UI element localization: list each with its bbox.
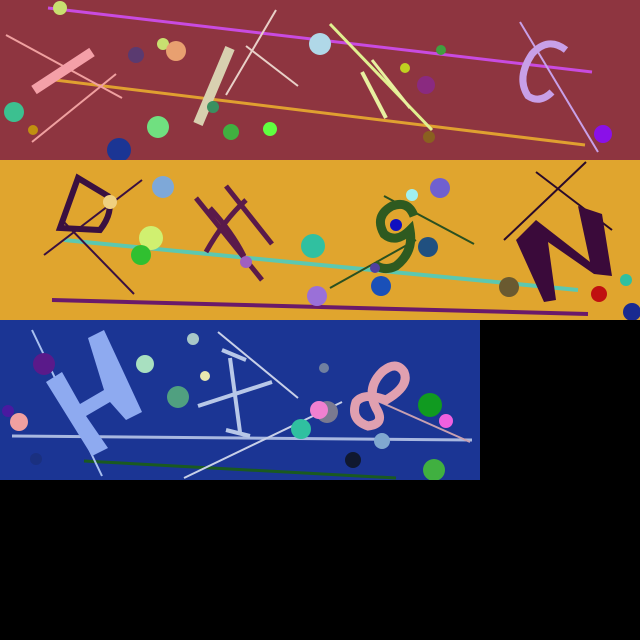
noise-line xyxy=(51,298,589,316)
noise-dot xyxy=(594,125,612,143)
noise-dot xyxy=(136,355,154,373)
noise-dot xyxy=(240,256,252,268)
noise-dot xyxy=(157,38,169,50)
noise-dot xyxy=(291,419,311,439)
noise-line xyxy=(54,78,586,147)
glyph-stroke xyxy=(193,46,235,126)
noise-line xyxy=(328,22,434,132)
noise-dot xyxy=(147,116,169,138)
noise-dot xyxy=(107,138,131,160)
noise-line xyxy=(217,331,299,399)
noise-dot xyxy=(309,33,331,55)
glyph-stroke xyxy=(350,361,410,431)
noise-line xyxy=(83,459,397,480)
noise-line xyxy=(31,73,117,143)
noise-dot xyxy=(374,433,390,449)
noise-line xyxy=(43,179,143,256)
noise-dot xyxy=(33,353,55,375)
noise-dot xyxy=(301,234,325,258)
noise-dot xyxy=(128,47,144,63)
noise-line xyxy=(503,161,587,241)
noise-dot xyxy=(418,393,442,417)
noise-dot xyxy=(417,76,435,94)
top-band: Z I A C xyxy=(0,0,640,160)
noise-dot xyxy=(370,263,380,273)
glyph-stroke xyxy=(360,71,388,119)
noise-dot xyxy=(166,41,186,61)
noise-dot xyxy=(263,122,277,136)
noise-line xyxy=(225,9,277,96)
noise-dot xyxy=(10,413,28,431)
noise-dot xyxy=(310,401,328,419)
noise-dot xyxy=(53,1,67,15)
noise-dot xyxy=(30,453,42,465)
top-band-art: Z I A C xyxy=(0,0,640,160)
glyph-stroke xyxy=(31,47,95,95)
noise-dot xyxy=(200,371,210,381)
noise-dot xyxy=(207,101,219,113)
noise-dot xyxy=(423,459,445,480)
noise-dot xyxy=(187,333,199,345)
noise-dot xyxy=(167,386,189,408)
glyph-stroke xyxy=(371,199,419,274)
noise-line xyxy=(61,219,135,295)
noise-line xyxy=(519,21,599,153)
glyph-stroke xyxy=(516,206,612,302)
noise-dot xyxy=(591,286,607,302)
glyph-stroke xyxy=(370,59,412,109)
noise-dot xyxy=(139,226,163,250)
noise-dot xyxy=(28,125,38,135)
middle-band-art: D X 9 N xyxy=(0,160,640,320)
noise-dot xyxy=(223,124,239,140)
noise-line xyxy=(245,45,299,87)
noise-dot xyxy=(418,237,438,257)
noise-dot xyxy=(436,45,446,55)
noise-dot xyxy=(623,303,640,320)
bottom-band-art: H X 8 xyxy=(0,320,480,480)
noise-dot xyxy=(103,195,117,209)
noise-dot xyxy=(319,363,329,373)
top-band-background xyxy=(0,0,640,160)
bottom-band-background xyxy=(0,320,480,480)
noise-dot xyxy=(439,414,453,428)
noise-dot xyxy=(400,63,410,73)
noise-dot xyxy=(4,102,24,122)
noise-dot xyxy=(345,452,361,468)
middle-band: D X 9 N xyxy=(0,160,640,320)
glyph-stroke xyxy=(194,184,274,282)
noise-dot xyxy=(423,131,435,143)
noise-dot xyxy=(2,405,14,417)
noise-dot xyxy=(307,286,327,306)
noise-dot xyxy=(620,274,632,286)
noise-dot xyxy=(430,178,450,198)
noise-dot xyxy=(371,276,391,296)
glyph-stroke xyxy=(519,40,569,103)
glyph-stroke xyxy=(46,330,142,456)
noise-dot xyxy=(406,189,418,201)
noise-dot xyxy=(499,277,519,297)
noise-dot xyxy=(390,219,402,231)
bottom-band: H X 8 xyxy=(0,320,480,480)
noise-dot xyxy=(131,245,151,265)
noise-dot xyxy=(152,176,174,198)
glyph-stroke xyxy=(197,348,273,438)
